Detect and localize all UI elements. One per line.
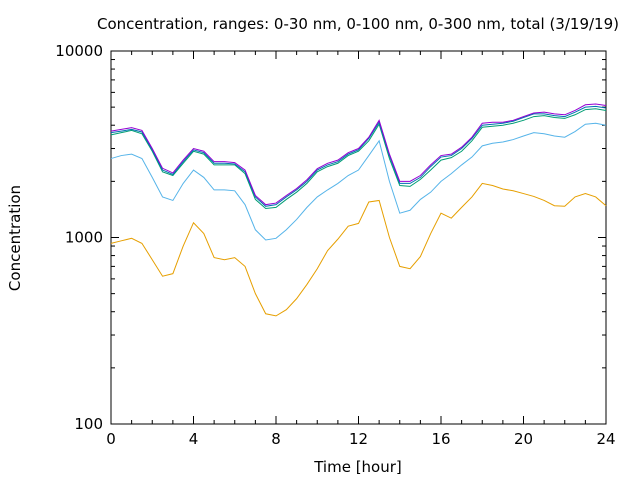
x-tick-label: 8	[271, 430, 281, 448]
y-axis-label: Concentration	[6, 185, 24, 291]
x-tick-label: 16	[431, 430, 450, 448]
series-line-3	[110, 108, 607, 210]
x-tick-label: 24	[596, 430, 615, 448]
series-line-2	[110, 122, 607, 241]
x-tick-label: 20	[514, 430, 533, 448]
series-line-5	[110, 103, 607, 206]
series-group	[110, 103, 607, 317]
y-tick-label: 1000	[65, 229, 103, 247]
series-line-4	[110, 105, 607, 207]
x-tick-label: 4	[189, 430, 199, 448]
chart-title: Concentration, ranges: 0-30 nm, 0-100 nm…	[97, 15, 619, 33]
series-line-1	[110, 182, 607, 317]
y-tick-label: 10000	[55, 42, 103, 60]
x-axis-label: Time [hour]	[313, 458, 402, 476]
axis-ticks: 0 4 8 12 16 20 24 100 1000 10000	[55, 42, 615, 448]
plot-frame	[110, 50, 607, 425]
y-tick-label: 100	[74, 415, 103, 433]
x-tick-label: 0	[106, 430, 116, 448]
x-tick-label: 12	[349, 430, 368, 448]
